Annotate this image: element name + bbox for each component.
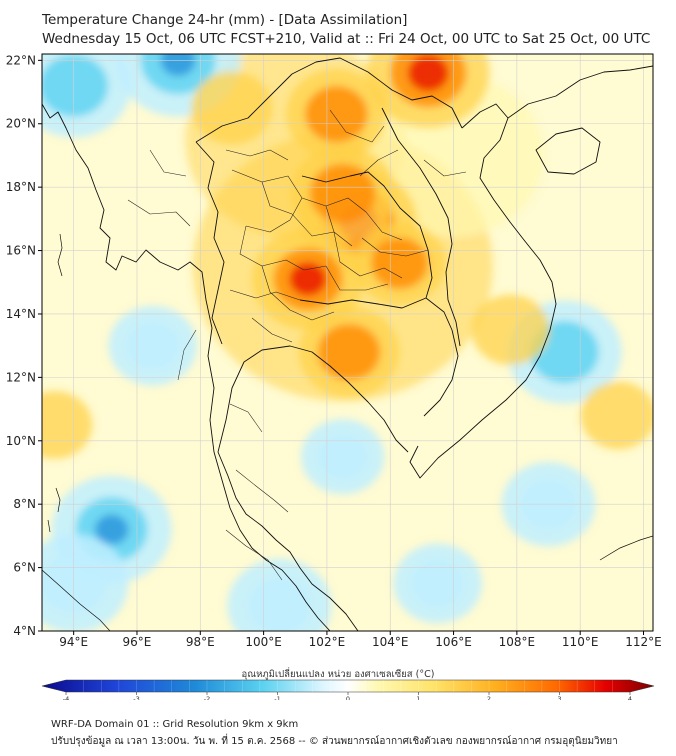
colorbar-tick-label: 4 <box>628 695 632 700</box>
yunnan-border-hotspot <box>407 54 449 92</box>
lon-label: 98°E <box>186 635 215 649</box>
map-frame <box>41 53 654 632</box>
lon-label: 110°E <box>562 635 599 649</box>
footer-model-info: WRF-DA Domain 01 :: Grid Resolution 9km … <box>51 719 299 730</box>
colorbar-tick-label: 2 <box>487 695 491 700</box>
andaman-island <box>57 233 63 277</box>
lon-label: 106°E <box>435 635 472 649</box>
central-thailand-hotspot <box>289 262 327 296</box>
upper-northeast-hotspot <box>309 163 376 224</box>
sumatra-coast <box>42 569 111 631</box>
borneo-coast <box>599 535 653 561</box>
colorbar-tick-label: -1 <box>274 695 280 700</box>
province-line <box>301 197 403 241</box>
colorbar: -4 -3 -2 -1 0 1 2 3 4 <box>41 679 655 700</box>
andaman-hotspot <box>42 391 93 459</box>
province-line <box>261 265 335 321</box>
province-line <box>325 205 403 279</box>
colorbar-tick-label: 3 <box>557 695 561 700</box>
hainan-island <box>535 127 601 175</box>
gulf-east-hotspot <box>471 294 550 365</box>
lon-label: 108°E <box>499 635 536 649</box>
malay-peninsula-coolspot <box>248 577 311 631</box>
lat-label: 16°N <box>6 244 36 258</box>
province-line <box>325 265 389 291</box>
province-line <box>261 181 353 247</box>
lat-label: 18°N <box>6 180 36 194</box>
northeast-east-hotspot <box>371 237 429 289</box>
islands <box>42 233 653 631</box>
myanmar-north-hotspot <box>191 71 273 145</box>
province-line <box>361 237 429 257</box>
andaman-southwest-coolspot <box>42 553 107 613</box>
lat-label: 20°N <box>6 117 36 131</box>
map-axes: 22°N 20°N 18°N 16°N 14°N 12°N 10°N 8°N 6°N 4°N 94°… <box>6 53 662 649</box>
lat-label: 10°N <box>6 434 36 448</box>
colorbar-tick-label: -4 <box>63 695 69 700</box>
province-line <box>177 329 197 381</box>
province-line <box>225 529 283 581</box>
province-line <box>149 149 187 177</box>
province-line <box>329 109 385 143</box>
province-line <box>235 469 289 513</box>
lat-label: 22°N <box>6 53 36 67</box>
colorbar-tick-label: -3 <box>133 695 139 700</box>
province-line <box>229 289 301 301</box>
map-title: Temperature Change 24-hr (mm) - [Data As… <box>42 12 408 28</box>
temperature-field <box>42 54 653 631</box>
colorbar-tick-label: 0 <box>346 695 350 700</box>
peninsula-east-coast <box>217 451 359 631</box>
myanmar-coastline <box>42 103 331 631</box>
myanmar-northwest-coolspot <box>160 54 196 77</box>
lon-label: 94°E <box>59 635 88 649</box>
cambodia-vietnam-border <box>423 329 459 417</box>
south-china-sea-south-coolspot <box>411 559 465 608</box>
island <box>47 519 51 533</box>
colorbar-label: อุณหภูมิเปลี่ยนแปลง หน่วย องศาเซลเซียส (… <box>241 669 435 680</box>
colorbar-tick-label: -2 <box>204 695 210 700</box>
andaman-south-coolspot <box>94 514 129 545</box>
province-line <box>239 225 327 271</box>
thailand-cambodia-border <box>299 297 453 331</box>
mekong-border <box>301 171 433 299</box>
forecast-map: 22°N 20°N 18°N 16°N 14°N 12°N 10°N 8°N 6°N 4°N 94°… <box>6 53 662 700</box>
myanmar-thailand-border <box>195 141 225 345</box>
province-line <box>225 149 289 161</box>
northern-border <box>195 57 463 143</box>
bay-of-bengal-north-coolspot <box>42 54 108 117</box>
gulf-of-thailand-coolspot <box>317 434 368 480</box>
south-china-sea-hotspot <box>580 381 653 450</box>
lat-label: 12°N <box>6 370 36 384</box>
province-line <box>251 317 293 343</box>
lat-label: 8°N <box>13 497 36 511</box>
province-borders <box>127 109 467 581</box>
lat-label: 4°N <box>13 624 36 638</box>
graticule <box>42 54 653 631</box>
map-subtitle: Wednesday 15 Oct, 06 UTC FCST+210, Valid… <box>42 31 651 47</box>
colorbar-ticks: -4 -3 -2 -1 0 1 2 3 4 <box>63 680 632 700</box>
province-line <box>229 403 263 433</box>
china-coastline <box>507 65 653 119</box>
lon-label: 102°E <box>309 635 346 649</box>
lon-label: 112°E <box>625 635 662 649</box>
lon-label: 96°E <box>123 635 152 649</box>
colorbar-tick-label: 1 <box>416 695 420 700</box>
laos-vietnam-border <box>381 107 461 347</box>
province-line <box>423 159 467 177</box>
lon-label: 100°E <box>245 635 282 649</box>
cambodia-west-hotspot <box>317 323 381 381</box>
province-line <box>359 149 399 177</box>
footer-credits: ปรับปรุงข้อมูล ณ เวลา 13:00น. วัน พ. ที่… <box>51 736 618 747</box>
country-borders <box>42 57 653 631</box>
laos-north-hotspot <box>305 86 368 143</box>
nicobar-island <box>55 487 61 513</box>
vietnam-coastline <box>409 103 557 479</box>
province-line <box>127 199 191 227</box>
lon-label: 104°E <box>372 635 409 649</box>
lat-label: 6°N <box>13 561 36 575</box>
gulf-of-thailand-coast <box>217 345 409 453</box>
lat-label: 14°N <box>6 307 36 321</box>
bay-of-bengal-mid-coolspot <box>126 321 180 370</box>
